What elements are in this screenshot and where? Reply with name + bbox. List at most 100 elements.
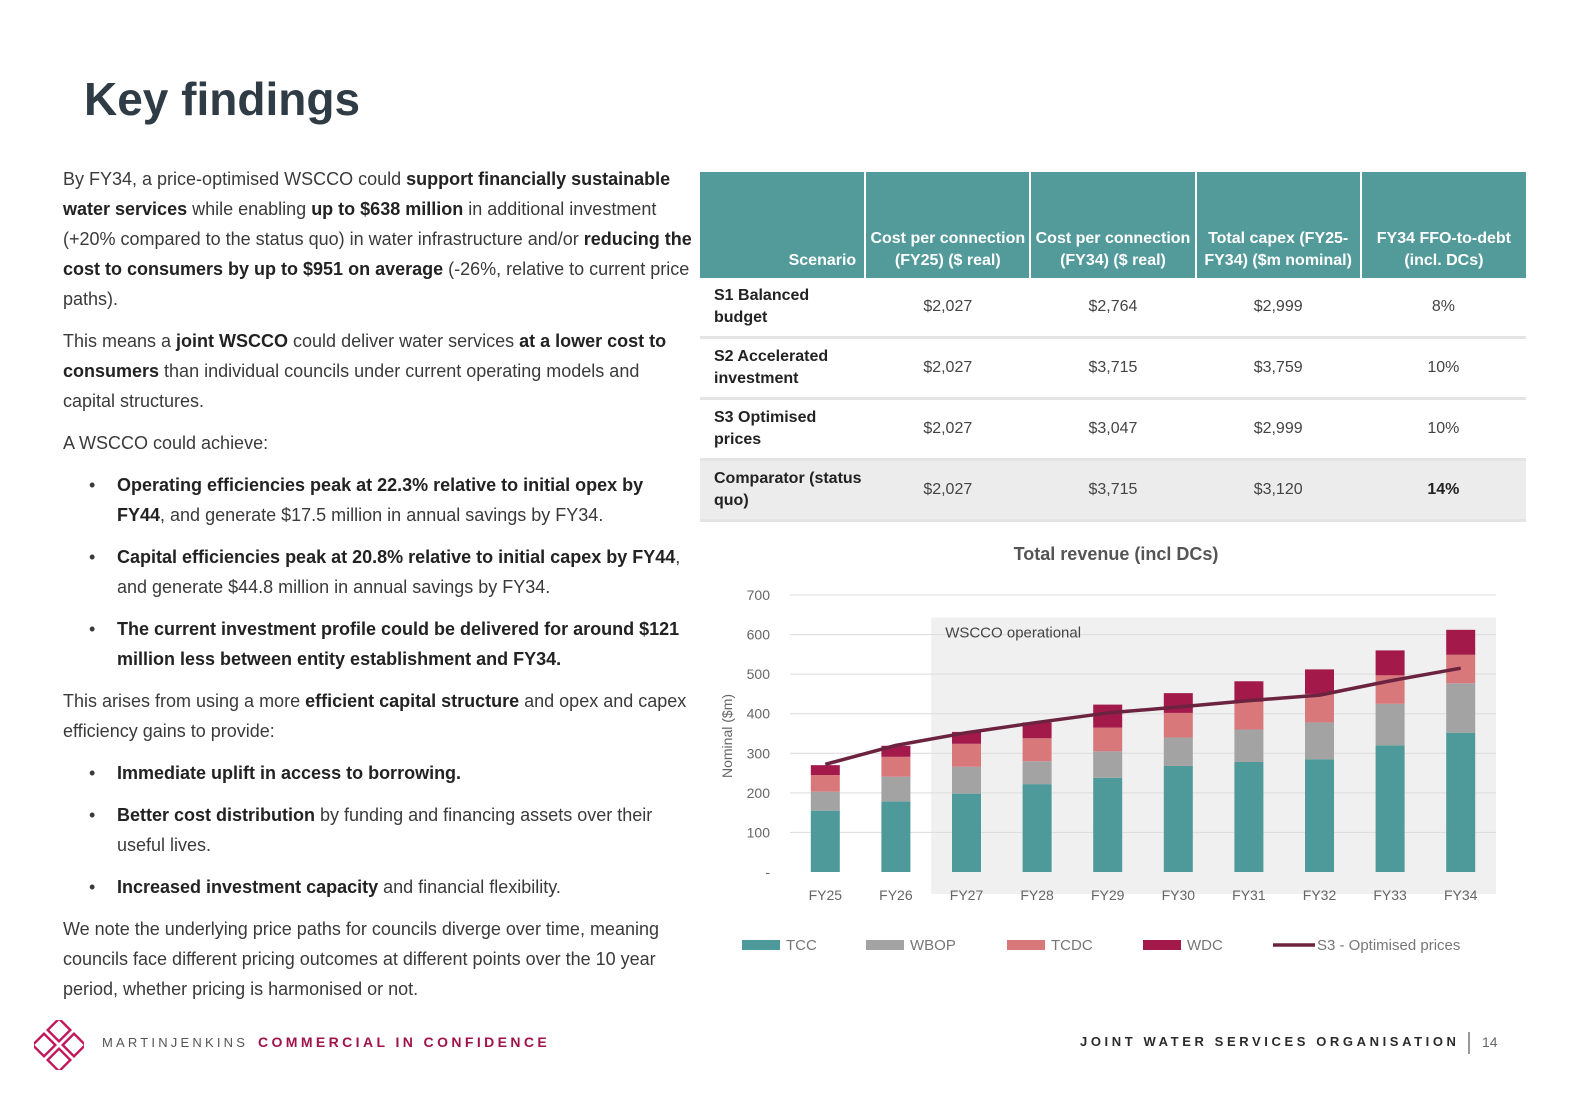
bar-segment — [1446, 732, 1476, 872]
column-header: Scenario — [700, 172, 867, 278]
intro-text-1: By FY34, a price-optimised WSCCO could — [63, 169, 407, 189]
list-item-bold: Capital efficiencies peak at 20.8% relat… — [117, 547, 676, 567]
table-row: S3 Optimised prices $2,027 $3,047 $2,999… — [700, 398, 1526, 461]
operational-region — [931, 617, 1496, 894]
table-cell: 10% — [1360, 337, 1526, 400]
table-cell: $2,027 — [865, 278, 1031, 339]
arises-paragraph: This arises from using a more efficient … — [63, 686, 693, 746]
martinjenkins-logo-icon — [34, 1020, 84, 1070]
legend-swatch — [866, 940, 904, 950]
y-tick-label: 700 — [747, 587, 771, 603]
confidential-label: COMMERCIAL IN CONFIDENCE — [258, 1034, 551, 1050]
bullet-icon: • — [89, 547, 96, 567]
scenario-cell: S3 Optimised prices — [700, 398, 866, 461]
achieve-list: • Operating efficiencies peak at 22.3% re… — [63, 470, 693, 674]
operational-region-label: WSCCO operational — [945, 625, 1081, 642]
achieve-label: A WSCCO could achieve: — [63, 433, 269, 453]
bar-segment — [1234, 681, 1264, 702]
x-tick-label: FY30 — [1162, 887, 1196, 903]
list-item-bold: The current investment profile could be … — [117, 619, 680, 669]
page-title: Key findings — [84, 73, 361, 125]
table-cell: $2,027 — [865, 337, 1031, 400]
bar-segment — [1022, 784, 1052, 872]
bar-segment — [881, 745, 911, 757]
scenario-cell: S1 Balanced budget — [700, 278, 866, 339]
intro-bold-1: support financially sustainable water se… — [63, 169, 671, 219]
means-bold-2: at a lower cost to consumers — [63, 331, 667, 381]
bar-segment — [1022, 761, 1052, 785]
list-item-text: and financial flexibility. — [378, 877, 561, 897]
table-row: Comparator (status quo) $2,027 $3,715 $3… — [700, 459, 1526, 522]
bar-segment — [810, 810, 840, 872]
chart-legend: TCC WBOP TCDC WDC S3 - Optimised prices — [742, 937, 1460, 954]
intro-text-2: while enabling — [187, 199, 312, 219]
list-item-bold: Better cost distribution — [117, 805, 316, 825]
means-text-3: than individual councils under current o… — [63, 361, 640, 411]
y-axis-ticks: - 100 200 300 400 500 600 700 — [747, 587, 771, 880]
bar-segment — [1093, 777, 1123, 872]
arises-text-2: and opex and capex efficiency gains to p… — [63, 691, 687, 741]
intro-paragraph: By FY34, a price-optimised WSCCO could s… — [63, 164, 693, 314]
bar-segment — [810, 791, 840, 811]
x-tick-label: FY26 — [879, 887, 913, 903]
table-cell: $2,027 — [865, 459, 1031, 522]
means-bold-1: joint WSCCO — [176, 331, 289, 351]
scenario-cell: Comparator (status quo) — [700, 459, 866, 522]
y-tick-label: 200 — [747, 785, 771, 801]
bar-segment — [1163, 765, 1193, 872]
table-cell: $2,999 — [1195, 278, 1361, 339]
bar-segment — [1022, 722, 1052, 739]
scenario-table: Scenario Cost per connection (FY25) ($ r… — [700, 172, 1526, 522]
means-paragraph: This means a joint WSCCO could deliver w… — [63, 326, 693, 416]
list-item-bold: Increased investment capacity — [117, 877, 379, 897]
bar-segment — [1163, 737, 1193, 766]
footer-divider — [1468, 1032, 1470, 1054]
x-tick-label: FY25 — [809, 887, 843, 903]
y-axis-label: Nominal ($m) — [719, 694, 735, 778]
bar-segment — [1375, 650, 1405, 676]
bar-segment — [810, 775, 840, 792]
brand-name: MARTINJENKINS — [102, 1035, 249, 1050]
legend-label: WDC — [1187, 937, 1223, 954]
page-number: 14 — [1482, 1034, 1498, 1050]
bar-segment — [1305, 669, 1334, 694]
table-cell: 10% — [1360, 398, 1526, 461]
bullet-icon: • — [89, 619, 96, 639]
legend-swatch — [1007, 940, 1045, 950]
bar-segment — [1093, 751, 1123, 778]
y-tick-label: 300 — [747, 745, 771, 761]
y-tick-label: - — [765, 864, 770, 880]
bar-segment — [952, 793, 981, 872]
intro-text-3: in additional investment (+20% compared … — [63, 199, 657, 249]
bar-segment — [881, 801, 911, 872]
bar-segment — [952, 743, 981, 767]
bar-segment — [1093, 704, 1123, 728]
chart-line — [824, 666, 1462, 767]
bar-segment — [1234, 729, 1264, 762]
table-cell: $3,715 — [1030, 337, 1196, 400]
list-item-text: by funding and financing assets over the… — [117, 805, 653, 855]
table-cell: $2,027 — [865, 398, 1031, 461]
means-text-1: This means a — [63, 331, 177, 351]
bullet-icon: • — [89, 877, 96, 897]
x-tick-label: FY31 — [1232, 887, 1266, 903]
y-tick-label: 600 — [747, 627, 771, 643]
bar-segment — [1305, 759, 1334, 872]
table-row: S1 Balanced budget $2,027 $2,764 $2,999 … — [700, 278, 1526, 339]
bar-segment — [952, 731, 981, 744]
table-cell: $3,759 — [1195, 337, 1361, 400]
table-cell: $2,999 — [1195, 398, 1361, 461]
bar-segment — [1375, 745, 1405, 872]
column-header: Total capex (FY25-FY34) ($m nominal) — [1195, 172, 1362, 278]
x-axis-ticks: FY25 FY26 FY27 FY28 FY29 FY30 FY31 FY32 FY33 FY34 — [809, 887, 1478, 903]
bar-segment — [1022, 738, 1052, 762]
legend-swatch — [742, 940, 780, 950]
list-item: • Operating efficiencies peak at 22.3% re… — [63, 470, 693, 530]
bar-segment — [1234, 761, 1264, 872]
bar-segment — [952, 766, 981, 794]
x-tick-label: FY28 — [1020, 887, 1054, 903]
list-item: • The current investment profile could be… — [63, 614, 693, 674]
bullet-icon: • — [89, 763, 96, 783]
table-cell: 8% — [1360, 278, 1526, 339]
